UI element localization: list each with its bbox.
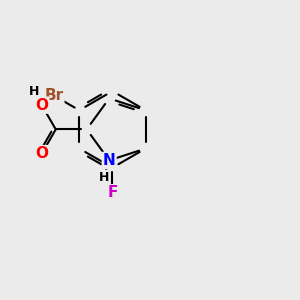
Text: O: O: [35, 146, 48, 161]
Text: H: H: [98, 171, 109, 184]
Text: O: O: [35, 98, 48, 113]
Text: Br: Br: [44, 88, 63, 103]
Text: F: F: [107, 185, 118, 200]
Text: H: H: [28, 85, 39, 98]
Text: N: N: [103, 153, 116, 168]
